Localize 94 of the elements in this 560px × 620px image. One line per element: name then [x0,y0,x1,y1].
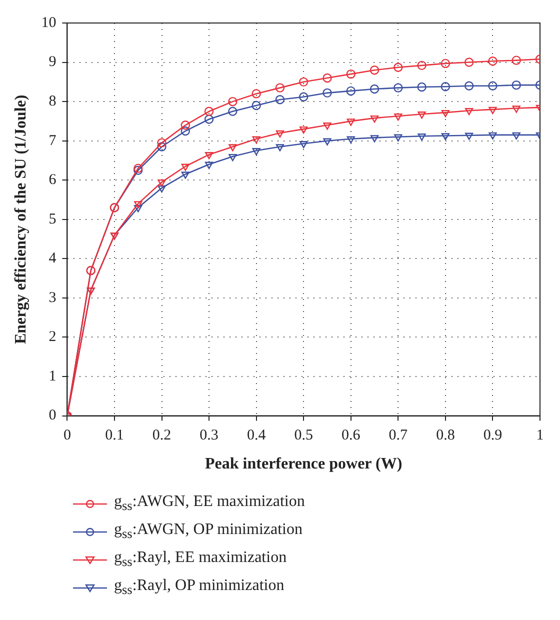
x-tick-label: 1 [536,428,544,444]
point [394,83,403,92]
point [228,106,238,116]
x-axis-title: Peak interference power (W) [205,456,402,473]
point [158,179,166,187]
x-tick-label: 0.7 [388,428,408,444]
point [440,82,450,92]
x-tick-label: 0.1 [105,428,124,444]
point [512,106,520,113]
point [252,100,261,110]
point [418,134,426,141]
point [180,126,190,136]
point [488,56,498,66]
point [465,108,474,116]
point [299,92,308,102]
point [300,126,308,134]
point [346,86,356,96]
point [441,110,450,118]
point [228,144,237,152]
y-axis-title: Energy efficiency of the SU (1/Joule) [12,94,30,344]
x-tick-label: 0.2 [152,428,172,444]
point [441,133,450,140]
point [512,132,520,140]
point [394,62,403,72]
point [322,73,332,83]
legend-label: g$_{ss}$:Rayl, OP minimization [114,577,284,599]
point [157,138,166,148]
y-tick-label: 4 [48,250,57,267]
point [417,82,426,92]
point [346,118,355,126]
point [488,132,497,140]
point [464,81,474,90]
point [370,135,379,142]
point [204,106,214,116]
point [299,77,308,87]
point [275,83,285,92]
point [370,66,380,75]
y-tick-label: 7 [48,132,57,149]
point [252,136,260,144]
point [488,81,498,90]
y-tick-label: 10 [41,14,56,31]
point [228,154,237,162]
point [346,136,355,144]
y-tick-label: 3 [48,290,56,306]
point [346,69,356,79]
point [323,138,332,146]
point [134,201,142,208]
point [204,152,214,160]
point [512,80,521,90]
point [488,106,497,114]
point [275,94,285,104]
x-tick-label: 0.4 [246,428,266,444]
y-tick-label: 9 [48,54,56,70]
point [252,89,261,98]
point [417,60,426,70]
point [370,115,379,123]
y-tick-label: 5 [48,211,56,228]
point [204,162,214,170]
legend-label: g$_{ss}$:AWGN, OP minimization [114,521,302,543]
point [276,130,284,138]
x-tick-label: 0.5 [294,428,313,444]
point [512,56,521,65]
point [134,205,142,212]
legend-label: g$_{ss}$:Rayl, EE maximization [114,549,287,571]
point [370,84,380,94]
point [418,112,426,119]
legend-label: g$_{ss}$:AWGN, EE maximization [114,493,305,515]
point [157,142,166,152]
point [228,96,238,106]
point [300,140,308,148]
x-tick-label: 0 [63,428,71,444]
point [252,148,260,156]
x-tick-label: 0.3 [200,428,218,444]
point [394,134,402,142]
point [181,164,190,171]
x-tick-label: 0.6 [342,428,361,444]
y-tick-label: 6 [48,172,57,188]
point [465,132,474,140]
y-tick-label: 0 [48,408,56,424]
point [181,172,190,179]
point [322,88,332,98]
y-tick-label: 8 [48,93,56,110]
y-tick-label: 1 [48,368,56,384]
point [180,120,190,130]
point [440,58,450,68]
point [323,122,332,130]
point [276,144,284,152]
point [158,185,166,193]
y-tick-label: 2 [48,329,56,346]
x-tick-label: 0.8 [436,428,455,444]
point [464,58,474,67]
x-tick-label: 0.9 [483,428,502,444]
point [394,113,402,121]
point [204,114,214,124]
